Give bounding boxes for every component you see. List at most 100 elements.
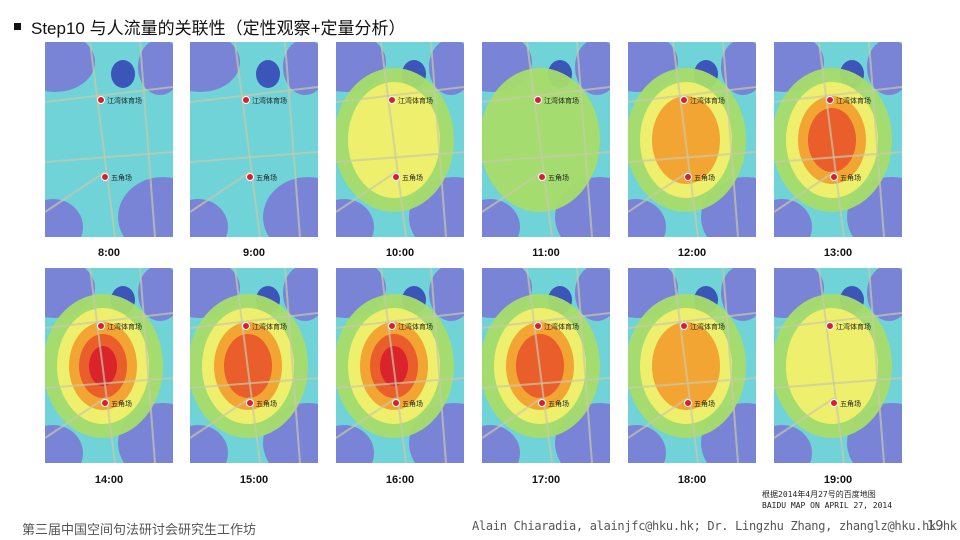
station-marker-icon <box>246 173 254 181</box>
road <box>190 171 251 213</box>
station-marker-icon <box>246 399 254 407</box>
station-marker-icon <box>97 96 105 104</box>
road <box>45 86 173 103</box>
heatmap-panel: 江湾体育场 五角场 <box>482 42 610 237</box>
road <box>430 268 447 463</box>
low-zone <box>283 268 318 321</box>
road <box>336 377 464 389</box>
time-label: 16:00 <box>385 474 415 486</box>
road <box>190 312 318 329</box>
low-zone <box>45 425 83 463</box>
station-marker-icon <box>101 399 109 407</box>
road <box>89 268 116 463</box>
station-label: 五角场 <box>111 173 132 182</box>
road <box>89 42 116 237</box>
station-marker-icon <box>830 173 838 181</box>
bullet-icon <box>14 23 21 30</box>
road <box>628 377 756 389</box>
road <box>672 42 699 237</box>
slide-title-text: Step10 与人流量的关联性（定性观察+定量分析） <box>31 19 406 38</box>
road <box>628 397 689 439</box>
road <box>45 171 106 213</box>
road <box>628 151 756 163</box>
road <box>336 86 464 103</box>
lake <box>256 60 280 88</box>
road <box>774 312 902 329</box>
road <box>430 42 447 237</box>
low-zone <box>429 268 464 321</box>
low-zone <box>867 268 902 321</box>
page-number: 19 <box>927 519 944 534</box>
station-label: 五角场 <box>548 173 569 182</box>
low-zone <box>774 199 812 237</box>
station-label: 五角场 <box>256 399 277 408</box>
low-zone <box>138 268 173 321</box>
road <box>774 171 835 213</box>
road <box>190 397 251 439</box>
station-label: 江湾体育场 <box>836 322 871 331</box>
station-label: 五角场 <box>111 399 132 408</box>
station-marker-icon <box>680 322 688 330</box>
time-label: 14:00 <box>94 474 124 486</box>
road <box>774 397 835 439</box>
station-label: 五角场 <box>402 173 423 182</box>
heatmap-panel: 江湾体育场 五角场 <box>774 42 902 237</box>
station-label: 江湾体育场 <box>398 96 433 105</box>
time-label: 10:00 <box>385 247 415 259</box>
station-label: 五角场 <box>694 173 715 182</box>
low-zone <box>575 42 610 95</box>
heatmap-panel: 江湾体育场 五角场 <box>774 268 902 463</box>
station-marker-icon <box>388 322 396 330</box>
heatmap-panel: 江湾体育场 五角场 <box>45 42 173 237</box>
station-label: 江湾体育场 <box>252 322 287 331</box>
low-zone <box>190 199 228 237</box>
low-zone <box>628 199 666 237</box>
road <box>380 42 407 237</box>
low-zone <box>336 425 374 463</box>
road <box>868 42 885 237</box>
station-label: 江湾体育场 <box>398 322 433 331</box>
road <box>628 312 756 329</box>
road <box>45 397 106 439</box>
low-zone <box>575 268 610 321</box>
low-zone <box>482 199 520 237</box>
station-label: 江湾体育场 <box>690 96 725 105</box>
road <box>628 171 689 213</box>
low-zone <box>263 177 318 237</box>
station-label: 五角场 <box>840 399 861 408</box>
road <box>868 268 885 463</box>
road <box>774 377 902 389</box>
road <box>482 171 543 213</box>
low-zone <box>283 42 318 95</box>
low-zone <box>628 425 666 463</box>
road <box>45 377 173 389</box>
station-marker-icon <box>534 96 542 104</box>
low-zone <box>336 199 374 237</box>
road <box>336 312 464 329</box>
source-note-en: BAIDU MAP ON APRIL 27, 2014 <box>762 501 893 510</box>
road <box>336 171 397 213</box>
lake <box>111 60 135 88</box>
low-zone <box>45 42 95 92</box>
heatmap-panel: 江湾体育场 五角场 <box>45 268 173 463</box>
time-label: 11:00 <box>532 247 560 259</box>
road <box>722 268 739 463</box>
road <box>190 151 318 163</box>
station-label: 江湾体育场 <box>836 96 871 105</box>
heatmap-panel: 江湾体育场 五角场 <box>628 268 756 463</box>
footer-workshop: 第三届中国空间句法研讨会研究生工作坊 <box>22 523 257 538</box>
station-label: 五角场 <box>548 399 569 408</box>
road <box>482 86 610 103</box>
road <box>190 377 318 389</box>
low-zone <box>190 425 228 463</box>
road <box>774 86 902 103</box>
time-label: 9:00 <box>242 247 266 259</box>
station-marker-icon <box>101 173 109 181</box>
